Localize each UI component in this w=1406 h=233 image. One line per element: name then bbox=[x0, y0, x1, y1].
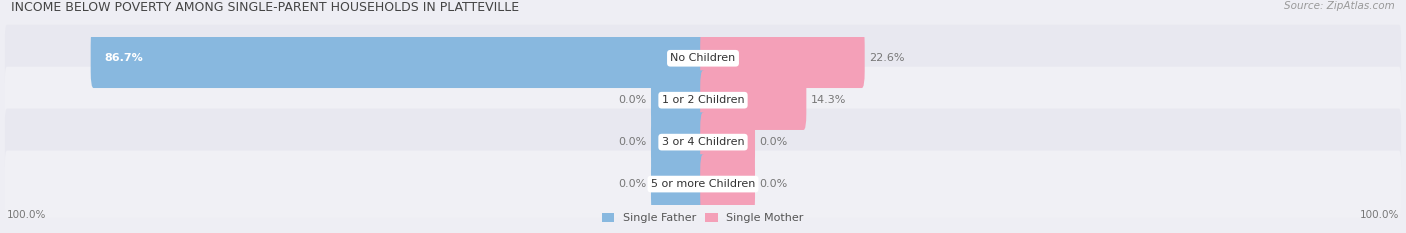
Text: 100.0%: 100.0% bbox=[1360, 210, 1399, 220]
Text: 0.0%: 0.0% bbox=[619, 179, 647, 189]
FancyBboxPatch shape bbox=[651, 154, 706, 214]
FancyBboxPatch shape bbox=[651, 70, 706, 130]
Text: 0.0%: 0.0% bbox=[619, 95, 647, 105]
FancyBboxPatch shape bbox=[700, 70, 806, 130]
Legend: Single Father, Single Mother: Single Father, Single Mother bbox=[598, 208, 808, 227]
Text: 100.0%: 100.0% bbox=[7, 210, 46, 220]
FancyBboxPatch shape bbox=[700, 28, 865, 88]
FancyBboxPatch shape bbox=[651, 112, 706, 172]
FancyBboxPatch shape bbox=[6, 109, 1400, 176]
FancyBboxPatch shape bbox=[6, 67, 1400, 134]
Text: 3 or 4 Children: 3 or 4 Children bbox=[662, 137, 744, 147]
Text: 0.0%: 0.0% bbox=[759, 179, 787, 189]
Text: No Children: No Children bbox=[671, 53, 735, 63]
Text: 14.3%: 14.3% bbox=[810, 95, 846, 105]
FancyBboxPatch shape bbox=[6, 25, 1400, 92]
Text: 0.0%: 0.0% bbox=[619, 137, 647, 147]
FancyBboxPatch shape bbox=[700, 154, 755, 214]
Text: 5 or more Children: 5 or more Children bbox=[651, 179, 755, 189]
Text: Source: ZipAtlas.com: Source: ZipAtlas.com bbox=[1284, 1, 1395, 11]
Text: 22.6%: 22.6% bbox=[869, 53, 904, 63]
FancyBboxPatch shape bbox=[6, 151, 1400, 218]
Text: 1 or 2 Children: 1 or 2 Children bbox=[662, 95, 744, 105]
Text: INCOME BELOW POVERTY AMONG SINGLE-PARENT HOUSEHOLDS IN PLATTEVILLE: INCOME BELOW POVERTY AMONG SINGLE-PARENT… bbox=[11, 1, 519, 14]
Text: 0.0%: 0.0% bbox=[759, 137, 787, 147]
FancyBboxPatch shape bbox=[90, 28, 706, 88]
FancyBboxPatch shape bbox=[700, 112, 755, 172]
Text: 86.7%: 86.7% bbox=[104, 53, 143, 63]
